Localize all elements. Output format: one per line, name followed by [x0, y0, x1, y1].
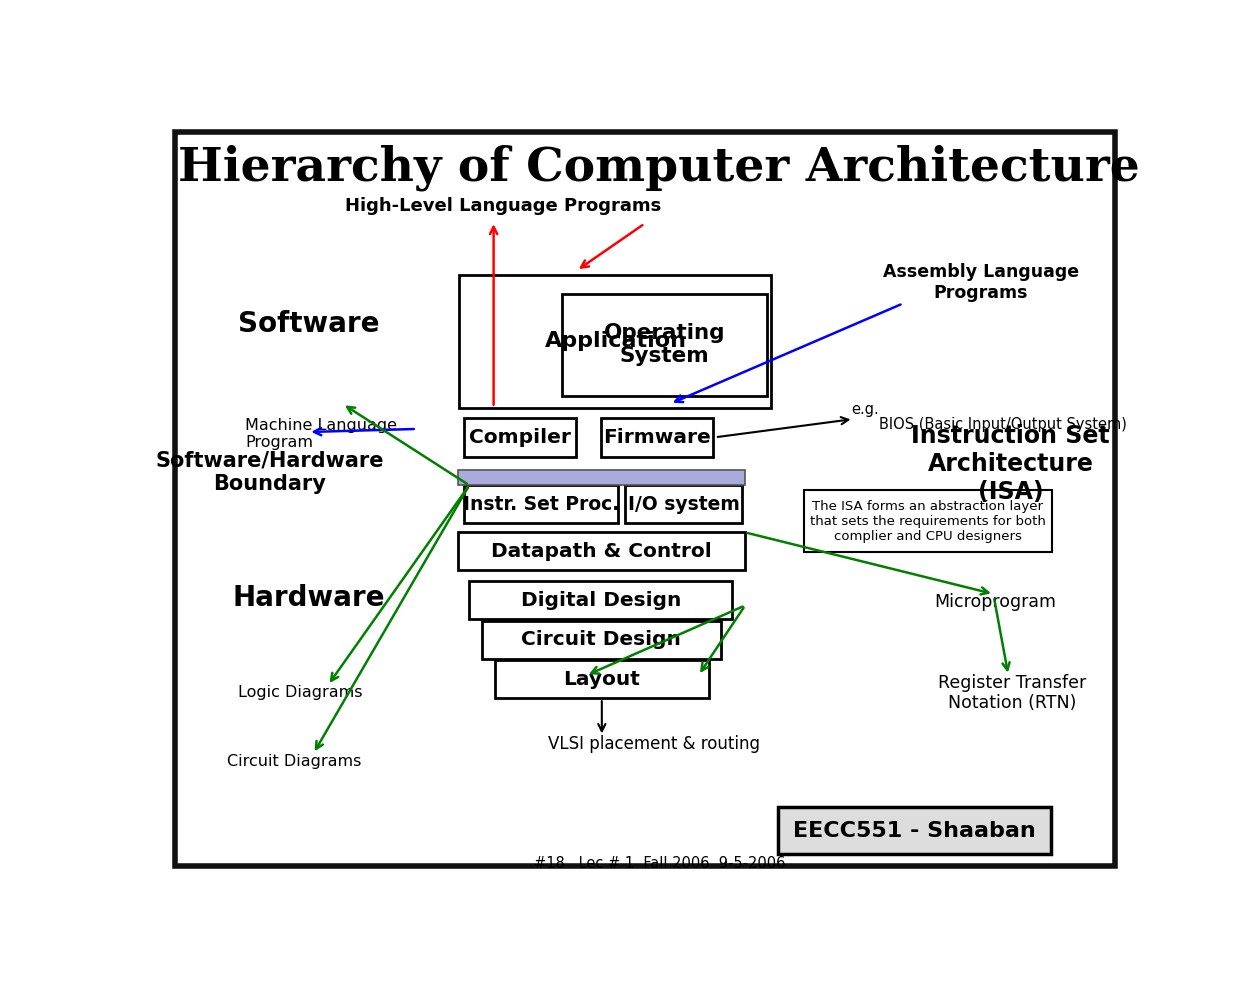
Text: Circuit Design: Circuit Design — [521, 630, 682, 649]
Text: Layout: Layout — [564, 670, 640, 689]
Bar — [804, 490, 1052, 552]
Text: Firmware: Firmware — [603, 428, 711, 447]
Text: Instr. Set Proc.: Instr. Set Proc. — [463, 495, 619, 514]
Text: The ISA forms an abstraction layer
that sets the requirements for both
complier : The ISA forms an abstraction layer that … — [810, 500, 1045, 542]
Text: BIOS (Basic Input/Output System): BIOS (Basic Input/Output System) — [879, 417, 1127, 432]
Bar — [469, 581, 732, 619]
Bar — [562, 293, 766, 396]
Text: Digital Design: Digital Design — [521, 591, 681, 610]
Bar — [464, 485, 619, 524]
Text: Software: Software — [238, 310, 379, 338]
Text: VLSI placement & routing: VLSI placement & routing — [548, 735, 761, 753]
Bar — [779, 807, 1052, 855]
Bar — [601, 418, 713, 457]
Bar — [482, 620, 721, 659]
Text: Compiler: Compiler — [469, 428, 571, 447]
Text: #18   Lec # 1  Fall 2006  9-5-2006: #18 Lec # 1 Fall 2006 9-5-2006 — [533, 856, 785, 870]
Text: Hardware: Hardware — [233, 584, 385, 612]
Bar — [494, 660, 710, 699]
Text: Machine Language
Program: Machine Language Program — [245, 418, 398, 451]
Bar — [459, 275, 771, 408]
Text: I/O system: I/O system — [628, 495, 740, 514]
Text: Circuit Diagrams: Circuit Diagrams — [228, 754, 362, 769]
Text: EECC551 - Shaaban: EECC551 - Shaaban — [794, 821, 1037, 841]
Text: Assembly Language
Programs: Assembly Language Programs — [883, 263, 1079, 301]
Text: Instruction Set
Architecture
(ISA): Instruction Set Architecture (ISA) — [911, 424, 1110, 504]
Text: Register Transfer
Notation (RTN): Register Transfer Notation (RTN) — [938, 674, 1087, 712]
Text: Microprogram: Microprogram — [935, 593, 1057, 611]
Bar — [458, 533, 745, 570]
Text: Hierarchy of Computer Architecture: Hierarchy of Computer Architecture — [179, 145, 1140, 192]
Text: Datapath & Control: Datapath & Control — [491, 542, 712, 561]
Bar — [464, 418, 576, 457]
Text: Logic Diagrams: Logic Diagrams — [238, 686, 362, 700]
Text: e.g.: e.g. — [852, 402, 879, 418]
Bar — [458, 470, 745, 485]
Text: Application: Application — [545, 331, 687, 351]
Text: High-Level Language Programs: High-Level Language Programs — [345, 197, 662, 215]
Bar — [625, 485, 742, 524]
Text: Software/Hardware
Boundary: Software/Hardware Boundary — [155, 451, 384, 494]
Text: Operating
System: Operating System — [604, 323, 725, 367]
